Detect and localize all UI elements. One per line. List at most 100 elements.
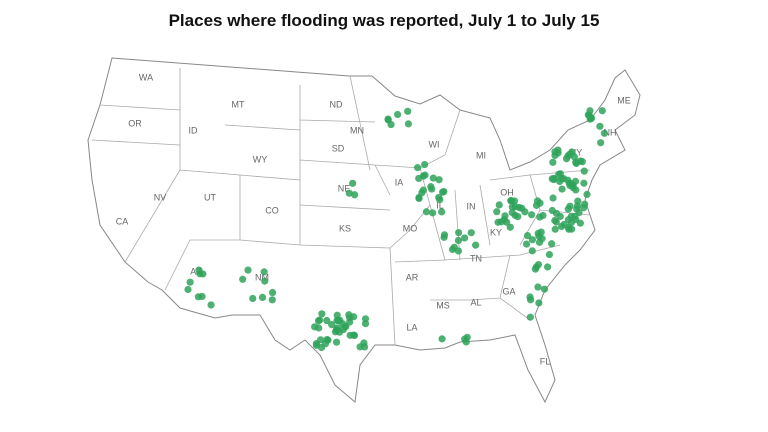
flood-report — [524, 232, 532, 240]
flood-report — [598, 107, 606, 115]
flood-report — [596, 122, 604, 130]
flood-report — [328, 321, 336, 329]
flood-report — [244, 266, 252, 274]
state-label: NY — [570, 147, 583, 157]
state-borders — [91, 68, 591, 346]
flood-report — [545, 250, 554, 259]
state-label: NE — [338, 183, 351, 193]
flood-report — [580, 167, 588, 175]
flood-report — [312, 341, 321, 349]
flood-report — [572, 159, 580, 168]
state-label: FL — [540, 356, 551, 366]
flood-report — [570, 153, 579, 161]
flood-report — [268, 288, 277, 297]
state-label: KY — [490, 227, 502, 237]
flood-report — [260, 268, 268, 276]
state-label: WI — [429, 139, 440, 149]
flood-report — [550, 175, 558, 184]
flood-report — [540, 285, 549, 293]
flood-report — [421, 171, 429, 179]
flood-report — [360, 339, 368, 347]
flood-report — [528, 211, 536, 219]
flood-report — [268, 296, 276, 304]
flood-report — [350, 313, 358, 321]
flood-report — [495, 201, 503, 209]
flood-report — [351, 191, 359, 199]
flood-report — [497, 218, 505, 226]
flood-report — [311, 323, 319, 331]
flood-report — [554, 146, 562, 154]
flood-report — [323, 335, 331, 344]
flood-report — [564, 152, 572, 160]
flood-report — [549, 158, 557, 166]
flood-report — [571, 177, 580, 185]
flood-report — [580, 204, 588, 212]
state-label: CA — [116, 216, 129, 226]
state-label: AR — [406, 272, 419, 282]
flood-report — [404, 120, 413, 128]
flood-report — [531, 265, 540, 273]
flood-report — [575, 208, 583, 217]
state-label: WY — [253, 154, 268, 164]
flood-report — [429, 174, 437, 182]
state-label: KS — [339, 223, 351, 233]
flood-report — [586, 107, 594, 115]
flood-report — [534, 283, 542, 291]
flood-report — [318, 310, 326, 318]
flood-report — [333, 324, 341, 332]
us-outline — [87, 57, 641, 404]
flood-report — [199, 270, 207, 278]
flood-report — [438, 335, 446, 343]
state-label: NV — [154, 192, 167, 202]
flood-report — [440, 187, 448, 196]
flood-report — [384, 115, 392, 123]
state-label: ID — [189, 125, 199, 135]
state-label: CO — [265, 205, 279, 215]
flood-report — [454, 228, 463, 237]
flood-report — [413, 164, 422, 172]
flood-report — [429, 209, 437, 217]
flood-report — [258, 293, 267, 302]
flood-report — [436, 195, 444, 204]
flood-report — [526, 296, 535, 304]
flood-report — [415, 174, 423, 183]
map-title: Places where flooding was reported, July… — [169, 11, 600, 30]
state-label: IL — [436, 200, 444, 210]
flood-report — [440, 233, 448, 241]
flood-report — [239, 275, 247, 283]
flood-report — [548, 240, 556, 248]
flood-report — [506, 223, 514, 231]
flood-report — [544, 263, 552, 271]
state-label: MI — [476, 150, 486, 160]
flood-report — [565, 225, 573, 233]
state-label: MT — [232, 99, 245, 109]
flood-report — [249, 294, 257, 303]
state-label: UT — [204, 192, 216, 202]
flood-report — [387, 120, 395, 129]
flood-report — [522, 240, 531, 248]
state-label: GA — [502, 286, 515, 296]
flood-report — [342, 322, 350, 331]
state-label: ND — [330, 99, 343, 109]
flood-report — [415, 193, 423, 202]
state-label: AL — [470, 297, 481, 307]
flood-report — [207, 301, 215, 309]
flood-report — [551, 151, 559, 160]
flood-report — [535, 299, 543, 307]
flood-report — [427, 183, 435, 191]
flood-report — [467, 229, 475, 237]
state-label: TN — [470, 253, 482, 263]
flood-report — [508, 203, 516, 211]
flood-report — [333, 311, 341, 319]
flood-report — [194, 293, 202, 301]
flood-report — [503, 218, 511, 226]
flood-report — [472, 241, 480, 249]
flood-report — [528, 247, 536, 255]
flood-report — [597, 139, 605, 147]
flood-report — [583, 190, 591, 198]
flood-report — [528, 236, 537, 244]
flood-report — [548, 206, 556, 215]
flood-report — [419, 186, 427, 194]
flood-report — [572, 186, 580, 194]
flood-report — [576, 219, 584, 227]
